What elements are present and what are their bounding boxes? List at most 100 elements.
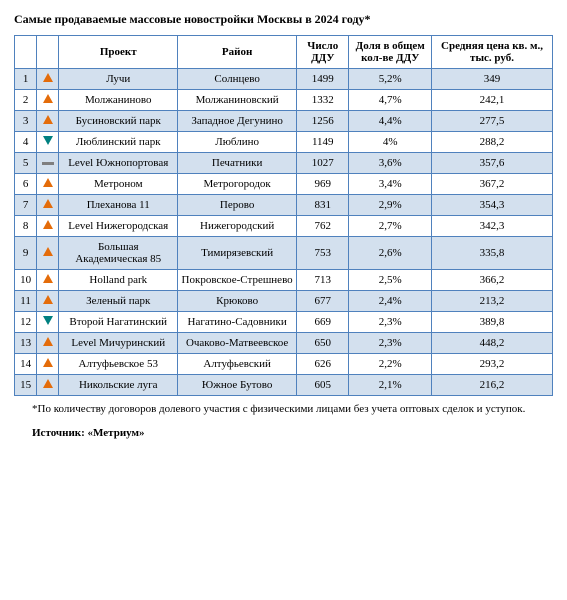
cell-project: Лучи [59, 69, 178, 90]
cell-share: 2,5% [349, 270, 432, 291]
trend-up-icon [43, 94, 53, 103]
cell-ddu: 831 [297, 195, 349, 216]
cell-price: 213,2 [432, 291, 553, 312]
cell-trend [37, 132, 59, 153]
cell-trend [37, 111, 59, 132]
cell-rank: 14 [15, 354, 37, 375]
cell-price: 293,2 [432, 354, 553, 375]
footnote: *По количеству договоров долевого участи… [14, 402, 553, 417]
cell-district: Западное Дегунино [178, 111, 297, 132]
trend-down-icon [43, 136, 53, 145]
cell-trend [37, 291, 59, 312]
cell-project: Level Мичуринский [59, 333, 178, 354]
trend-up-icon [43, 199, 53, 208]
cell-share: 3,6% [349, 153, 432, 174]
table-row: 15Никольские лугаЮжное Бутово6052,1%216,… [15, 375, 553, 396]
cell-project: Level Нижегородская [59, 216, 178, 237]
trend-up-icon [43, 220, 53, 229]
cell-trend [37, 312, 59, 333]
cell-district: Печатники [178, 153, 297, 174]
cell-share: 5,2% [349, 69, 432, 90]
table-row: 13Level МичуринскийОчаково-Матвеевское65… [15, 333, 553, 354]
cell-share: 2,3% [349, 312, 432, 333]
cell-trend [37, 195, 59, 216]
table-row: 14 Алтуфьевское 53Алтуфьевский6262,2%293,… [15, 354, 553, 375]
cell-trend [37, 90, 59, 111]
cell-price: 357,6 [432, 153, 553, 174]
table-row: 1 ЛучиСолнцево14995,2%349 [15, 69, 553, 90]
cell-ddu: 1256 [297, 111, 349, 132]
cell-trend [37, 375, 59, 396]
cell-share: 4% [349, 132, 432, 153]
cell-price: 354,3 [432, 195, 553, 216]
cell-project: Люблинский парк [59, 132, 178, 153]
cell-trend [37, 333, 59, 354]
cell-share: 2,7% [349, 216, 432, 237]
cell-rank: 9 [15, 237, 37, 270]
cell-ddu: 1499 [297, 69, 349, 90]
cell-ddu: 626 [297, 354, 349, 375]
cell-price: 242,1 [432, 90, 553, 111]
table-row: 10Holland parkПокровское-Стрешнево7132,5… [15, 270, 553, 291]
table-header-row: Проект Район Число ДДУ Доля в общем кол-… [15, 36, 553, 69]
cell-project: Level Южнопортовая [59, 153, 178, 174]
cell-trend [37, 216, 59, 237]
col-rank [15, 36, 37, 69]
cell-rank: 4 [15, 132, 37, 153]
cell-price: 342,3 [432, 216, 553, 237]
cell-share: 3,4% [349, 174, 432, 195]
cell-project: Метроном [59, 174, 178, 195]
cell-district: Перово [178, 195, 297, 216]
cell-ddu: 605 [297, 375, 349, 396]
cell-project: Большая Академическая 85 [59, 237, 178, 270]
cell-district: Нагатино-Садовники [178, 312, 297, 333]
table-row: 11Зеленый паркКрюково6772,4%213,2 [15, 291, 553, 312]
cell-share: 2,2% [349, 354, 432, 375]
cell-ddu: 1149 [297, 132, 349, 153]
cell-rank: 15 [15, 375, 37, 396]
cell-district: Крюково [178, 291, 297, 312]
cell-project: Алтуфьевское 53 [59, 354, 178, 375]
col-district: Район [178, 36, 297, 69]
cell-project: Второй Нагатинский [59, 312, 178, 333]
cell-share: 2,4% [349, 291, 432, 312]
cell-district: Южное Бутово [178, 375, 297, 396]
cell-district: Покровское-Стрешнево [178, 270, 297, 291]
trend-up-icon [43, 247, 53, 256]
cell-rank: 1 [15, 69, 37, 90]
cell-share: 2,6% [349, 237, 432, 270]
cell-price: 366,2 [432, 270, 553, 291]
cell-price: 216,2 [432, 375, 553, 396]
cell-district: Солнцево [178, 69, 297, 90]
cell-share: 4,4% [349, 111, 432, 132]
cell-district: Алтуфьевский [178, 354, 297, 375]
table-row: 3Бусиновский паркЗападное Дегунино12564,… [15, 111, 553, 132]
cell-trend [37, 354, 59, 375]
cell-share: 2,9% [349, 195, 432, 216]
cell-rank: 6 [15, 174, 37, 195]
cell-price: 277,5 [432, 111, 553, 132]
cell-project: Молжаниново [59, 90, 178, 111]
cell-trend [37, 69, 59, 90]
trend-down-icon [43, 316, 53, 325]
source-label: Источник: «Метриум» [14, 427, 553, 439]
cell-rank: 2 [15, 90, 37, 111]
col-ddu: Число ДДУ [297, 36, 349, 69]
cell-share: 4,7% [349, 90, 432, 111]
cell-rank: 7 [15, 195, 37, 216]
trend-same-icon [42, 162, 54, 165]
trend-up-icon [43, 274, 53, 283]
cell-ddu: 650 [297, 333, 349, 354]
cell-district: Метрогородок [178, 174, 297, 195]
trend-up-icon [43, 379, 53, 388]
cell-price: 349 [432, 69, 553, 90]
cell-price: 288,2 [432, 132, 553, 153]
trend-up-icon [43, 115, 53, 124]
table-row: 6МетрономМетрогородок9693,4%367,2 [15, 174, 553, 195]
cell-district: Тимирязевский [178, 237, 297, 270]
cell-ddu: 669 [297, 312, 349, 333]
cell-trend [37, 270, 59, 291]
cell-price: 335,8 [432, 237, 553, 270]
cell-district: Молжаниновский [178, 90, 297, 111]
cell-trend [37, 174, 59, 195]
